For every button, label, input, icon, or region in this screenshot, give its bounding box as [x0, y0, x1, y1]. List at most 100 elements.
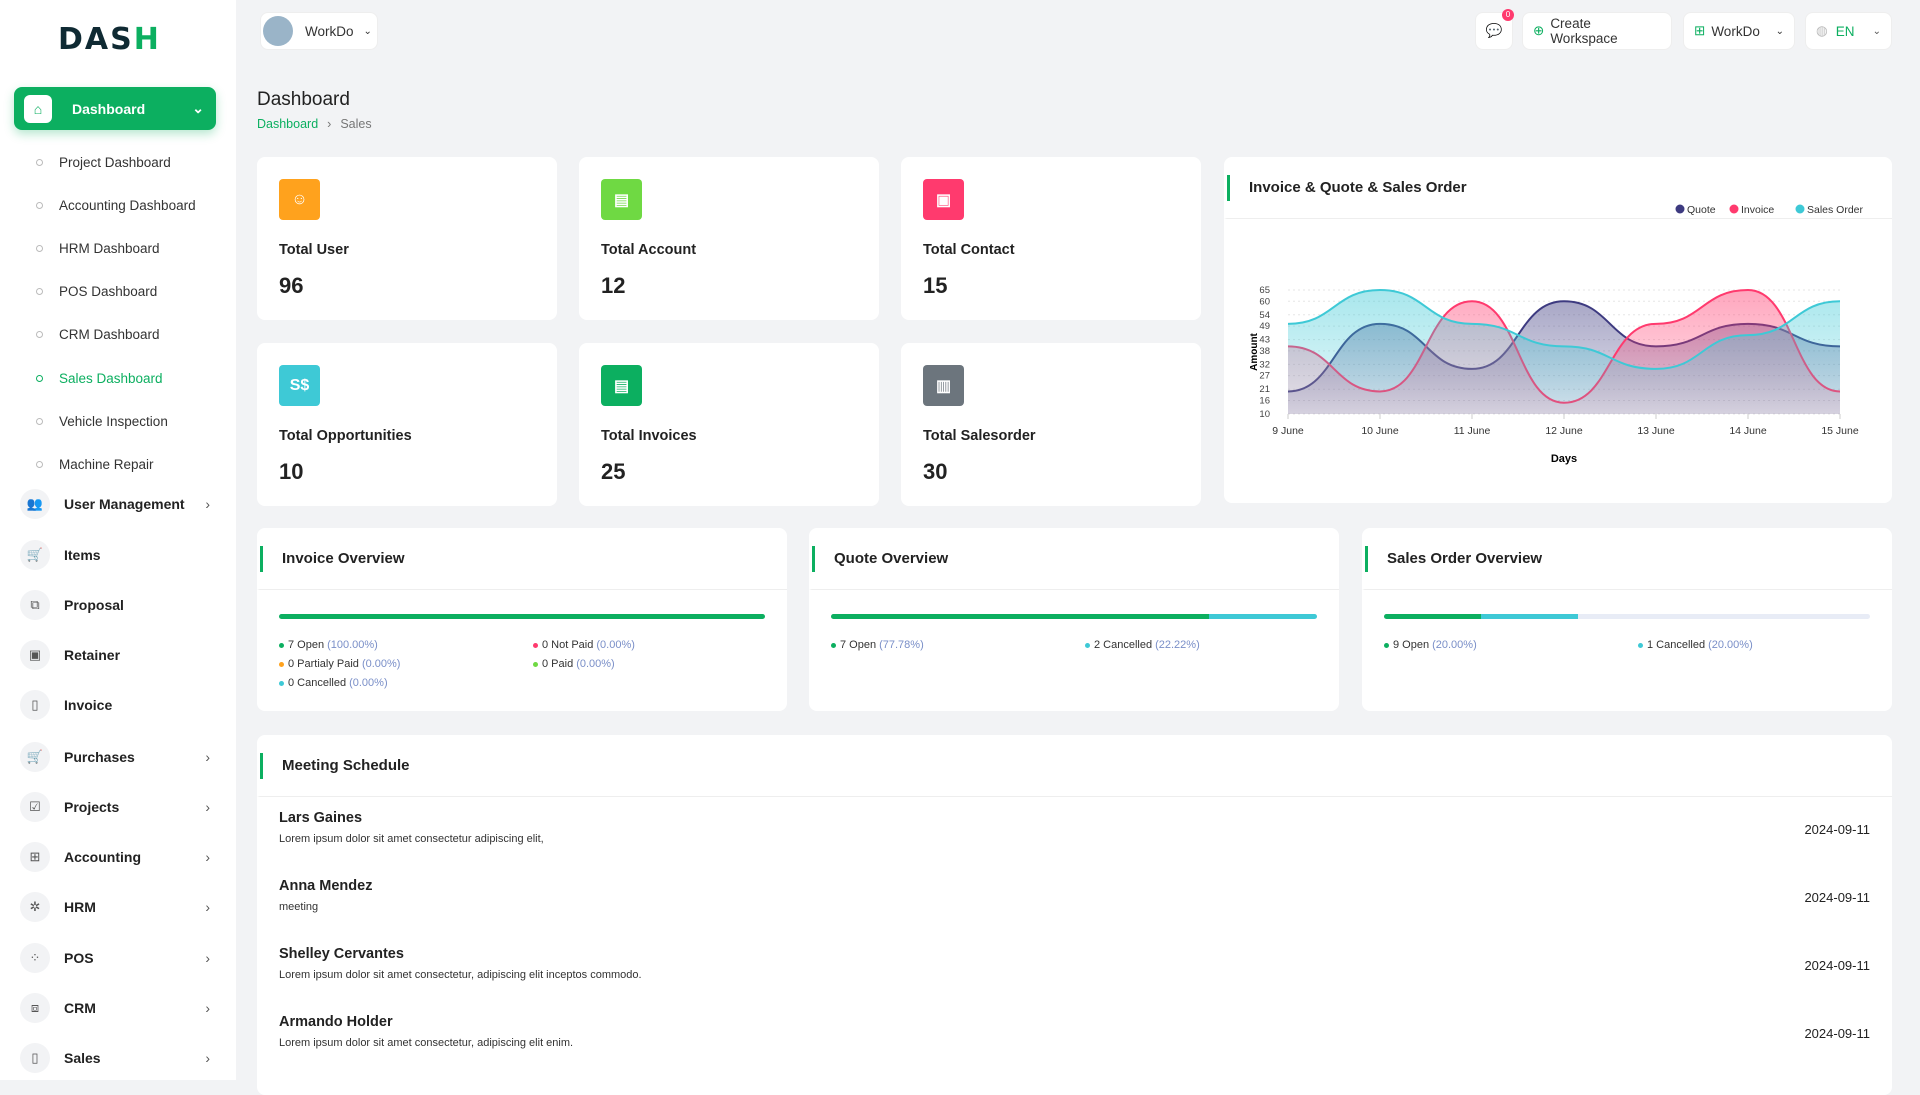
meeting-name: Armando Holder	[279, 1014, 393, 1030]
sidebar-item[interactable]: 👥 User Management ›	[20, 487, 210, 521]
sidebar-subitem[interactable]: POS Dashboard	[36, 284, 157, 299]
sidebar-item[interactable]: ▯ Invoice	[20, 688, 210, 722]
sidebar-subitem-label: Accounting Dashboard	[59, 198, 196, 213]
sidebar-item[interactable]: ⁘ POS ›	[20, 941, 210, 975]
meeting-date: 2024-09-11	[1804, 890, 1870, 905]
sidebar-item[interactable]: 🛒 Purchases ›	[20, 740, 210, 774]
sidebar-subitem-label: Machine Repair	[59, 457, 154, 472]
series-line	[1287, 288, 1841, 370]
legend-item: 7 Open (77.78%)	[831, 639, 924, 651]
dots-grid-icon: ⁘	[20, 943, 50, 973]
progress-bar	[279, 614, 765, 619]
meeting-row[interactable]: Shelley Cervantes Lorem ipsum dolor sit a…	[279, 946, 1870, 1006]
legend-dot	[279, 680, 284, 686]
workspace-menu-label: WorkDo	[1711, 23, 1760, 39]
sales-chart-card: Invoice & Quote & Sales Order 10 16 21 27 32…	[1224, 157, 1892, 503]
legend-percent: (0.00%)	[596, 639, 635, 651]
sidebar-item-label: Projects	[64, 799, 120, 815]
logo[interactable]: DASH	[58, 22, 161, 57]
sidebar-item[interactable]: 🛒 Items	[20, 538, 210, 572]
overview-title: Quote Overview	[809, 528, 1339, 590]
overview-title: Sales Order Overview	[1362, 528, 1892, 590]
file-icon: ▯	[20, 690, 50, 720]
workspace-switcher[interactable]: WorkDo ⌄	[260, 12, 378, 50]
breadcrumb-sales: Sales	[340, 117, 372, 131]
page-title: Dashboard	[257, 89, 350, 110]
legend-percent: (100.00%)	[327, 639, 378, 651]
x-axis-label: Days	[1551, 453, 1577, 465]
legend-dot	[1085, 642, 1090, 648]
chevron-right-icon: ›	[205, 950, 210, 966]
y-tick-label: 43	[1259, 335, 1270, 346]
breadcrumb-dashboard[interactable]: Dashboard	[257, 117, 319, 131]
stat-icon: ▣	[923, 179, 964, 220]
chevron-right-icon: ›	[327, 117, 332, 131]
legend-label[interactable]: Quote	[1687, 204, 1716, 216]
sidebar-item[interactable]: ⊞ Accounting ›	[20, 840, 210, 874]
create-workspace-button[interactable]: ⊕ Create Workspace	[1522, 12, 1672, 50]
sidebar-subitem[interactable]: Accounting Dashboard	[36, 198, 196, 213]
workspace-menu[interactable]: ⊞ WorkDo ⌄	[1683, 12, 1795, 50]
legend-text: 0 Not Paid	[542, 639, 594, 651]
legend-label[interactable]: Invoice	[1741, 204, 1774, 216]
sidebar-subitem[interactable]: Project Dashboard	[36, 155, 171, 170]
x-tick-label: 15 June	[1821, 425, 1859, 437]
x-tick-label: 12 June	[1545, 425, 1583, 437]
sidebar-subitem-label: CRM Dashboard	[59, 327, 160, 342]
file-icon: ▯	[20, 1043, 50, 1073]
sidebar-subitem[interactable]: Vehicle Inspection	[36, 414, 168, 429]
legend-dot	[279, 642, 284, 648]
legend-marker	[1795, 204, 1805, 214]
meeting-row[interactable]: Lars Gaines Lorem ipsum dolor sit amet co…	[279, 810, 1870, 870]
chevron-right-icon: ›	[205, 496, 210, 512]
legend-text: 2 Cancelled	[1094, 639, 1153, 651]
y-tick-label: 10	[1259, 409, 1270, 420]
sidebar-subitem[interactable]: Machine Repair	[36, 457, 154, 472]
meeting-row[interactable]: Anna Mendez meeting 2024-09-11	[279, 878, 1870, 938]
stat-card: ▣ Total Contact 15	[901, 157, 1201, 320]
x-tick-label: 13 June	[1637, 425, 1675, 437]
chat-button[interactable]: 💬 0	[1475, 9, 1514, 50]
sidebar-item[interactable]: ⧈ CRM ›	[20, 991, 210, 1025]
legend-text: 0 Cancelled	[288, 677, 347, 689]
legend-label[interactable]: Sales Order	[1807, 204, 1864, 216]
stat-card: ▤ Total Invoices 25	[579, 343, 879, 506]
y-axis-label: Amount	[1249, 332, 1260, 370]
sidebar-item[interactable]: ⧉ Proposal	[20, 588, 210, 622]
sidebar-item-dashboard[interactable]: ⌂ Dashboard ⌄	[14, 87, 216, 130]
cart-icon: 🛒	[20, 540, 50, 570]
sidebar-subitem[interactable]: CRM Dashboard	[36, 327, 160, 342]
retainer-icon: ▣	[20, 640, 50, 670]
y-tick-label: 32	[1259, 359, 1270, 370]
sidebar-item[interactable]: ▯ Sales ›	[20, 1041, 210, 1075]
progress-segment	[1209, 614, 1317, 619]
progress-bar	[1384, 614, 1870, 619]
stat-card: ▥ Total Salesorder 30	[901, 343, 1201, 506]
meeting-desc: Lorem ipsum dolor sit amet consectetur, …	[279, 1037, 574, 1049]
sidebar-item[interactable]: ☑ Projects ›	[20, 790, 210, 824]
plus-circle-icon: ⊕	[1533, 23, 1545, 38]
message-icon: 💬	[1485, 23, 1503, 38]
y-tick-label: 65	[1259, 285, 1270, 296]
language-menu[interactable]: ◍ EN ⌄	[1805, 12, 1892, 50]
sidebar-item[interactable]: ✲ HRM ›	[20, 890, 210, 924]
meeting-row[interactable]: Armando Holder Lorem ipsum dolor sit amet…	[279, 1014, 1870, 1074]
sidebar-subitem[interactable]: Sales Dashboard	[36, 371, 163, 386]
sidebar-subitem-label: Sales Dashboard	[59, 371, 163, 386]
sidebar-item[interactable]: ▣ Retainer	[20, 638, 210, 672]
legend-text: 7 Open	[288, 639, 325, 651]
legend-item: 0 Not Paid (0.00%)	[533, 639, 635, 651]
legend-percent: (0.00%)	[576, 658, 615, 670]
progress-segment	[831, 614, 1209, 619]
legend-item: 0 Cancelled (0.00%)	[279, 677, 388, 689]
stat-value: 96	[279, 273, 304, 298]
progress-bar	[831, 614, 1317, 619]
chevron-down-icon: ⌄	[363, 25, 372, 37]
progress-segment	[1481, 614, 1579, 619]
chevron-right-icon: ›	[205, 799, 210, 815]
legend-item: 1 Cancelled (20.00%)	[1638, 639, 1753, 651]
legend-item: 0 Partialy Paid (0.00%)	[279, 658, 400, 670]
check-square-icon: ☑	[20, 792, 50, 822]
sidebar-subitem[interactable]: HRM Dashboard	[36, 241, 160, 256]
